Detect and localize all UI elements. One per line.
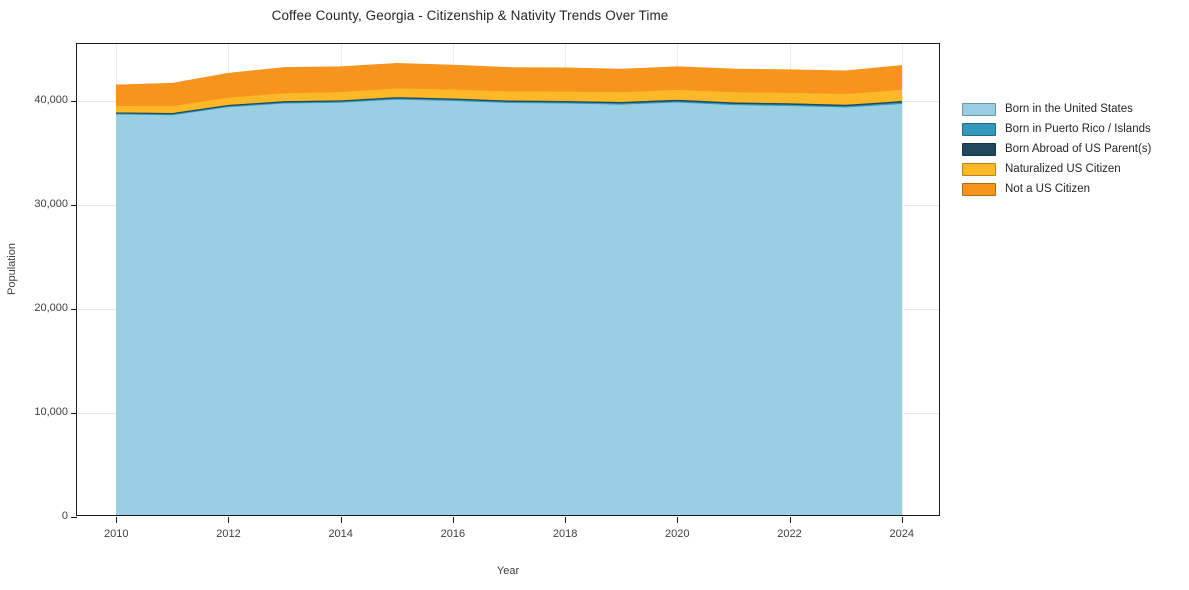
x-axis-tick-label: 2012 <box>216 528 241 540</box>
area-series-born-in-the-united-states <box>115 98 903 515</box>
legend-label: Naturalized US Citizen <box>1005 162 1121 175</box>
legend-label: Born in Puerto Rico / Islands <box>1005 122 1151 135</box>
x-axis-tick-label: 2024 <box>889 528 914 540</box>
x-axis-tick <box>340 517 342 523</box>
legend-swatch-icon <box>962 103 996 116</box>
legend-swatch-icon <box>962 143 996 156</box>
y-axis-tick-label: 0 <box>61 510 68 522</box>
x-axis-tick-label: 2016 <box>440 528 466 540</box>
x-axis-tick <box>677 517 679 523</box>
y-axis-tick-label: 20,000 <box>34 302 68 315</box>
y-axis-tick <box>71 101 77 103</box>
plot-area: 0 10,000 20,000 30,000 40,000 2010 2012 2014 201… <box>34 43 940 540</box>
chart-legend: Born in the United States Born in Puerto … <box>962 103 1184 196</box>
x-axis-tick-label: 2020 <box>665 528 690 540</box>
x-axis-tick <box>901 517 903 523</box>
y-axis-tick <box>71 413 77 415</box>
x-axis-tick <box>116 517 118 523</box>
x-axis-tick-label: 2014 <box>328 528 353 540</box>
y-axis-tick-label: 30,000 <box>34 198 68 211</box>
legend-item[interactable]: Born Abroad of US Parent(s) <box>962 143 1184 156</box>
legend-item[interactable]: Born in the United States <box>962 103 1184 116</box>
gridline-vertical <box>901 44 903 515</box>
legend-swatch-icon <box>962 163 996 176</box>
x-axis-tick-label: 2022 <box>777 528 802 540</box>
legend-label: Born Abroad of US Parent(s) <box>1005 142 1152 155</box>
area-series-not-a-us-citizen <box>115 63 903 107</box>
legend-item[interactable]: Not a US Citizen <box>962 183 1184 196</box>
x-axis-tick-label: 2010 <box>104 528 129 540</box>
x-axis-tick-label: 2018 <box>552 528 578 540</box>
legend-swatch-icon <box>962 123 996 136</box>
y-axis-tick <box>71 309 77 311</box>
stacked-area-series <box>115 63 903 515</box>
x-axis-label: Year <box>496 565 520 577</box>
chart-title: Coffee County, Georgia - Citizenship & N… <box>271 8 669 23</box>
plot-inner <box>77 44 939 515</box>
x-axis-tick <box>789 517 791 523</box>
legend-label: Born in the United States <box>1005 102 1133 115</box>
legend-label: Not a US Citizen <box>1005 182 1091 195</box>
x-axis-tick <box>228 517 230 523</box>
x-axis-tick <box>452 517 454 523</box>
legend-swatch-icon <box>962 183 996 196</box>
x-axis-tick <box>565 517 567 523</box>
y-axis-tick-label: 40,000 <box>34 94 68 107</box>
y-axis-tick <box>71 205 77 207</box>
y-axis-label: Population <box>6 243 18 295</box>
legend-item[interactable]: Naturalized US Citizen <box>962 163 1184 176</box>
y-axis-tick <box>71 517 77 518</box>
legend-item[interactable]: Born in Puerto Rico / Islands <box>962 123 1184 136</box>
y-axis-tick-label: 10,000 <box>34 406 68 419</box>
